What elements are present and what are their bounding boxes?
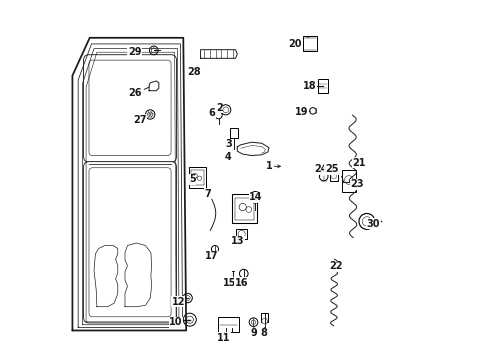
Text: 5: 5 — [188, 174, 195, 184]
Circle shape — [183, 293, 192, 303]
Circle shape — [183, 313, 196, 326]
Circle shape — [192, 173, 197, 178]
Bar — [229, 128, 237, 138]
Bar — [218, 317, 238, 332]
Bar — [261, 313, 267, 322]
Circle shape — [238, 230, 244, 238]
Text: 28: 28 — [187, 67, 201, 77]
Text: 9: 9 — [250, 328, 257, 338]
Text: 3: 3 — [224, 139, 231, 149]
Circle shape — [185, 296, 190, 301]
Text: 8: 8 — [260, 328, 267, 338]
Bar — [235, 198, 253, 220]
Circle shape — [362, 217, 371, 226]
Bar — [191, 170, 203, 185]
Text: 1: 1 — [266, 161, 272, 171]
Text: 2: 2 — [216, 103, 222, 113]
Text: 27: 27 — [133, 114, 146, 125]
Text: 21: 21 — [351, 158, 365, 168]
Polygon shape — [237, 142, 268, 156]
Circle shape — [251, 320, 255, 324]
Text: 24: 24 — [313, 164, 327, 174]
Text: 23: 23 — [349, 179, 363, 189]
Polygon shape — [149, 81, 159, 91]
Text: 25: 25 — [324, 164, 338, 174]
Polygon shape — [200, 50, 237, 58]
Text: 20: 20 — [287, 39, 301, 49]
Circle shape — [149, 46, 158, 55]
Circle shape — [252, 194, 258, 200]
Circle shape — [319, 172, 327, 181]
Text: 30: 30 — [366, 219, 379, 229]
Circle shape — [239, 203, 246, 211]
Circle shape — [186, 316, 193, 323]
Text: 15: 15 — [223, 278, 236, 288]
Text: 19: 19 — [295, 107, 308, 117]
Circle shape — [309, 108, 316, 114]
FancyBboxPatch shape — [89, 168, 171, 317]
Circle shape — [151, 85, 154, 88]
Text: 11: 11 — [216, 333, 230, 343]
Circle shape — [239, 269, 247, 278]
Circle shape — [145, 110, 155, 119]
Circle shape — [151, 48, 156, 53]
Text: 22: 22 — [329, 261, 343, 271]
Bar — [341, 170, 355, 192]
Text: 16: 16 — [234, 278, 248, 288]
Bar — [235, 229, 247, 239]
Text: 13: 13 — [230, 236, 244, 246]
FancyBboxPatch shape — [89, 60, 171, 156]
Text: 26: 26 — [128, 88, 141, 98]
Bar — [329, 171, 337, 181]
Bar — [317, 79, 328, 93]
Circle shape — [211, 246, 218, 253]
Circle shape — [330, 173, 336, 179]
Text: 29: 29 — [128, 47, 141, 57]
Circle shape — [215, 112, 222, 119]
Bar — [302, 36, 317, 51]
Text: 7: 7 — [204, 189, 211, 199]
Text: 18: 18 — [302, 81, 315, 91]
Circle shape — [358, 213, 374, 229]
Circle shape — [147, 112, 152, 117]
Circle shape — [223, 107, 228, 113]
Bar — [232, 194, 256, 223]
Circle shape — [344, 176, 352, 184]
Circle shape — [249, 192, 261, 203]
Text: 17: 17 — [204, 251, 218, 261]
FancyBboxPatch shape — [83, 162, 176, 323]
Text: 14: 14 — [249, 192, 262, 202]
FancyBboxPatch shape — [83, 55, 176, 162]
Text: 4: 4 — [224, 152, 231, 162]
Circle shape — [197, 176, 201, 180]
Text: 6: 6 — [208, 108, 215, 118]
Circle shape — [261, 318, 267, 324]
Circle shape — [249, 318, 257, 327]
Bar — [189, 167, 206, 188]
Circle shape — [220, 105, 230, 115]
Text: 12: 12 — [171, 297, 184, 307]
Circle shape — [245, 207, 251, 212]
Text: 10: 10 — [169, 317, 183, 327]
